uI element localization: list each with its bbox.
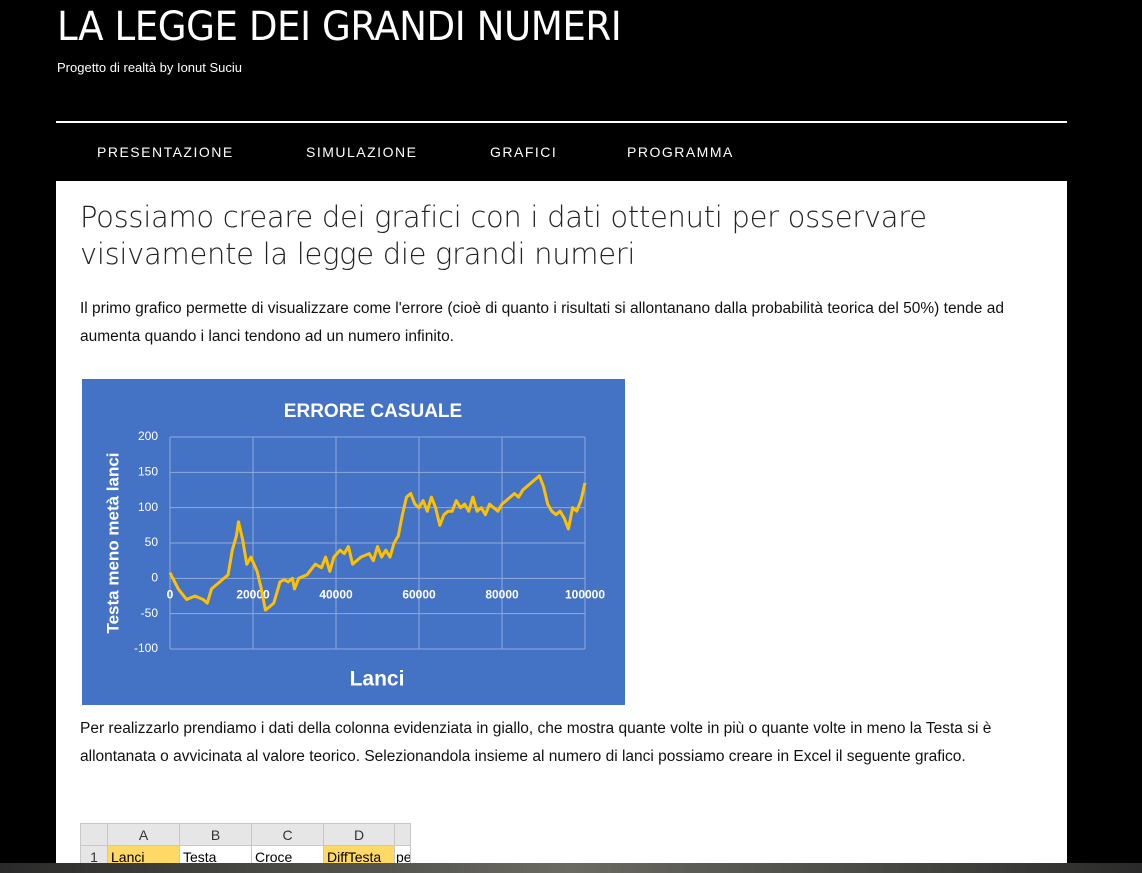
cell: pe	[394, 845, 411, 868]
y-tick-label: 50	[145, 535, 159, 549]
nav-link[interactable]: PRESENTAZIONE	[97, 144, 234, 160]
x-tick-label: 80000	[485, 588, 519, 602]
row: 1 Lanci Testa Croce DiffTesta pe	[80, 845, 411, 868]
y-tick-label: -100	[134, 641, 158, 655]
site-title: LA LEGGE DEI GRANDI NUMERI	[57, 4, 622, 50]
data-line	[168, 474, 587, 612]
cell: DiffTesta	[323, 845, 395, 868]
y-tick-label: 100	[138, 500, 158, 514]
x-tick-label: 0	[167, 588, 174, 602]
x-tick-label: 20000	[236, 588, 270, 602]
cell: Croce	[251, 845, 324, 868]
corner-cell	[80, 823, 108, 846]
y-tick-label: 150	[138, 465, 158, 479]
y-tick-label: -50	[141, 606, 159, 620]
paragraph: Il primo grafico permette di visualizzar…	[80, 300, 1004, 345]
site-subtitle: Progetto di realtà by Ionut Suciu	[57, 60, 243, 75]
column-header-row: A B C D	[80, 823, 411, 846]
chart-title: ERRORE CASUALE	[284, 401, 462, 422]
nav-link[interactable]: PROGRAMMA	[627, 144, 734, 160]
nav-link[interactable]: GRAFICI	[490, 144, 558, 160]
taskbar-strip	[0, 863, 1142, 873]
column-header: A	[107, 823, 180, 846]
x-tick-label: 60000	[402, 588, 436, 602]
x-axis-label: Lanci	[350, 668, 405, 691]
column-header: C	[251, 823, 324, 846]
column-header	[394, 823, 411, 846]
nav-bar: PRESENTAZIONE SIMULAZIONE GRAFICI PROGRA…	[56, 123, 1067, 181]
chart-background	[82, 379, 625, 705]
header-rule	[56, 121, 1067, 123]
column-header: B	[179, 823, 252, 846]
spreadsheet: A B C D 1 Lanci Testa Croce DiffTesta pe	[80, 823, 411, 868]
y-tick-label: 0	[151, 571, 158, 585]
column-header: D	[323, 823, 395, 846]
article-heading: Possiamo creare dei grafici con i dati o…	[80, 200, 927, 271]
chart-image: ERRORE CASUALE -100 -50 0 50 100 150 200 0 20000 4…	[82, 379, 625, 705]
paragraph: Per realizzarlo prendiamo i dati della c…	[80, 720, 992, 765]
content: Possiamo creare dei grafici con i dati o…	[56, 181, 1067, 873]
x-tick-label: 40000	[319, 588, 353, 602]
x-tick-label: 100000	[565, 588, 605, 602]
nav-link[interactable]: SIMULAZIONE	[306, 144, 418, 160]
y-axis-label: Testa meno metà lanci	[103, 452, 122, 633]
y-tick-label: 200	[138, 429, 158, 443]
